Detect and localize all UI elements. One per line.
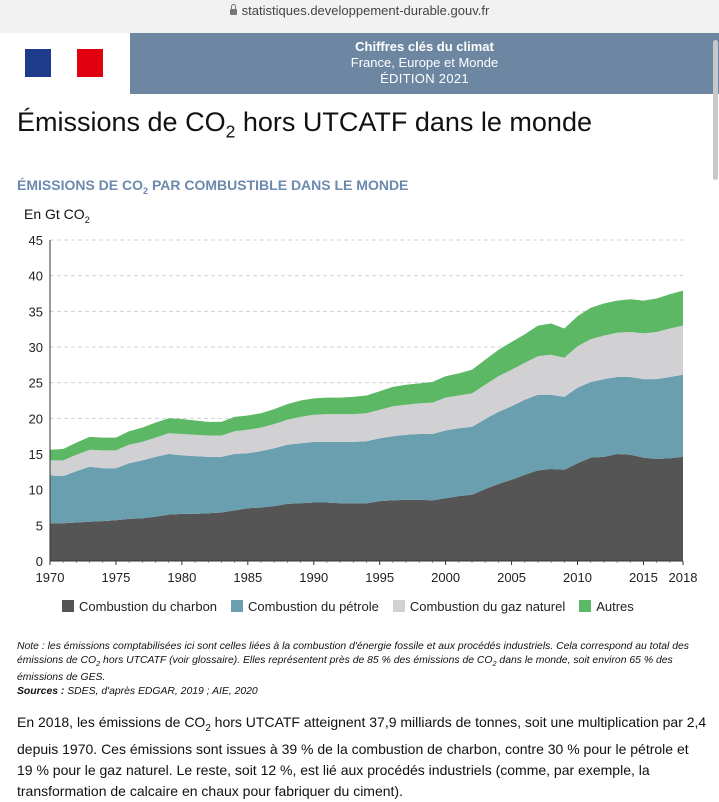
header-subtitle: France, Europe et Monde <box>350 55 499 70</box>
header-edition: ÉDITION 2021 <box>380 71 469 86</box>
legend-item-charbon: Combustion du charbon <box>62 599 217 614</box>
header-band: Chiffres clés du climat France, Europe e… <box>130 33 719 94</box>
y-tick-label: 0 <box>36 554 43 569</box>
area-series-petrole <box>50 374 683 524</box>
stacked-area-chart: 0 5 10 15 20 25 30 35 40 45 1970 1975 1980 1985 1990 19… <box>29 233 698 585</box>
logo-area <box>0 33 130 94</box>
legend-swatch <box>62 600 74 612</box>
x-tick-label: 2005 <box>497 570 526 585</box>
y-tick-label: 15 <box>29 447 43 462</box>
y-axis-unit-label: En Gt CO2 <box>24 206 90 225</box>
x-tick-label: 2015 <box>629 570 658 585</box>
chart-legend: Combustion du charbon Combustion du pétro… <box>62 599 648 614</box>
y-tick-label: 20 <box>29 411 43 426</box>
legend-swatch <box>392 600 405 612</box>
chart-note: Note : les émissions comptabilisées ici … <box>17 641 689 698</box>
sources-text: SDES, d'après EDGAR, 2019 ; AIE, 2020 <box>64 686 258 698</box>
page-title: Émissions de CO2 hors UTCATF dans le mon… <box>17 107 592 142</box>
legend-label: Combustion du charbon <box>79 599 218 614</box>
y-tick-label: 40 <box>29 269 43 284</box>
area-series-autres <box>50 290 683 461</box>
browser-address-bar[interactable]: statistiques.developpement-durable.gouv.… <box>0 0 719 33</box>
y-tick-label: 45 <box>29 233 43 248</box>
x-tick-label: 2018 <box>669 570 698 585</box>
legend-swatch <box>231 600 244 612</box>
body-paragraph: En 2018, les émissions de CO2 hors UTCAT… <box>17 714 707 799</box>
legend-label: Combustion du gaz naturel <box>409 599 566 614</box>
area-series-charbon <box>50 454 683 561</box>
y-tick-label: 5 <box>36 518 43 533</box>
legend-item-gaz: Combustion du gaz naturel <box>392 599 566 614</box>
url-display[interactable]: statistiques.developpement-durable.gouv.… <box>0 3 719 18</box>
legend-item-petrole: Combustion du pétrole <box>231 599 379 614</box>
legend-label: Autres <box>596 599 634 614</box>
y-tick-label: 35 <box>29 304 43 319</box>
y-tick-label: 25 <box>29 376 43 391</box>
site-header: Chiffres clés du climat France, Europe e… <box>0 33 719 94</box>
y-tick-label: 10 <box>29 483 43 498</box>
url-text: statistiques.developpement-durable.gouv.… <box>241 3 490 18</box>
header-title: Chiffres clés du climat <box>355 39 494 54</box>
x-tick-label: 2010 <box>563 570 592 585</box>
legend-swatch <box>579 600 592 612</box>
x-tick-label: 1980 <box>167 570 196 585</box>
lock-icon <box>229 4 237 15</box>
chart-title: ÉMISSIONS DE CO2 PAR COMBUSTIBLE DANS LE… <box>17 177 409 196</box>
x-tick-label: 1970 <box>36 570 65 585</box>
legend-item-autres: Autres <box>579 599 634 614</box>
scrollbar[interactable] <box>713 40 718 180</box>
sources-label: Sources : <box>17 686 65 698</box>
area-series-gaz <box>50 325 683 477</box>
x-tick-label: 1990 <box>299 570 328 585</box>
x-tick-label: 1995 <box>365 570 394 585</box>
legend-label: Combustion du pétrole <box>248 599 379 614</box>
x-tick-label: 1985 <box>233 570 262 585</box>
x-tick-label: 2000 <box>431 570 460 585</box>
marianne-flag-logo[interactable] <box>25 49 103 77</box>
y-tick-label: 30 <box>29 340 43 355</box>
x-tick-label: 1975 <box>101 570 130 585</box>
